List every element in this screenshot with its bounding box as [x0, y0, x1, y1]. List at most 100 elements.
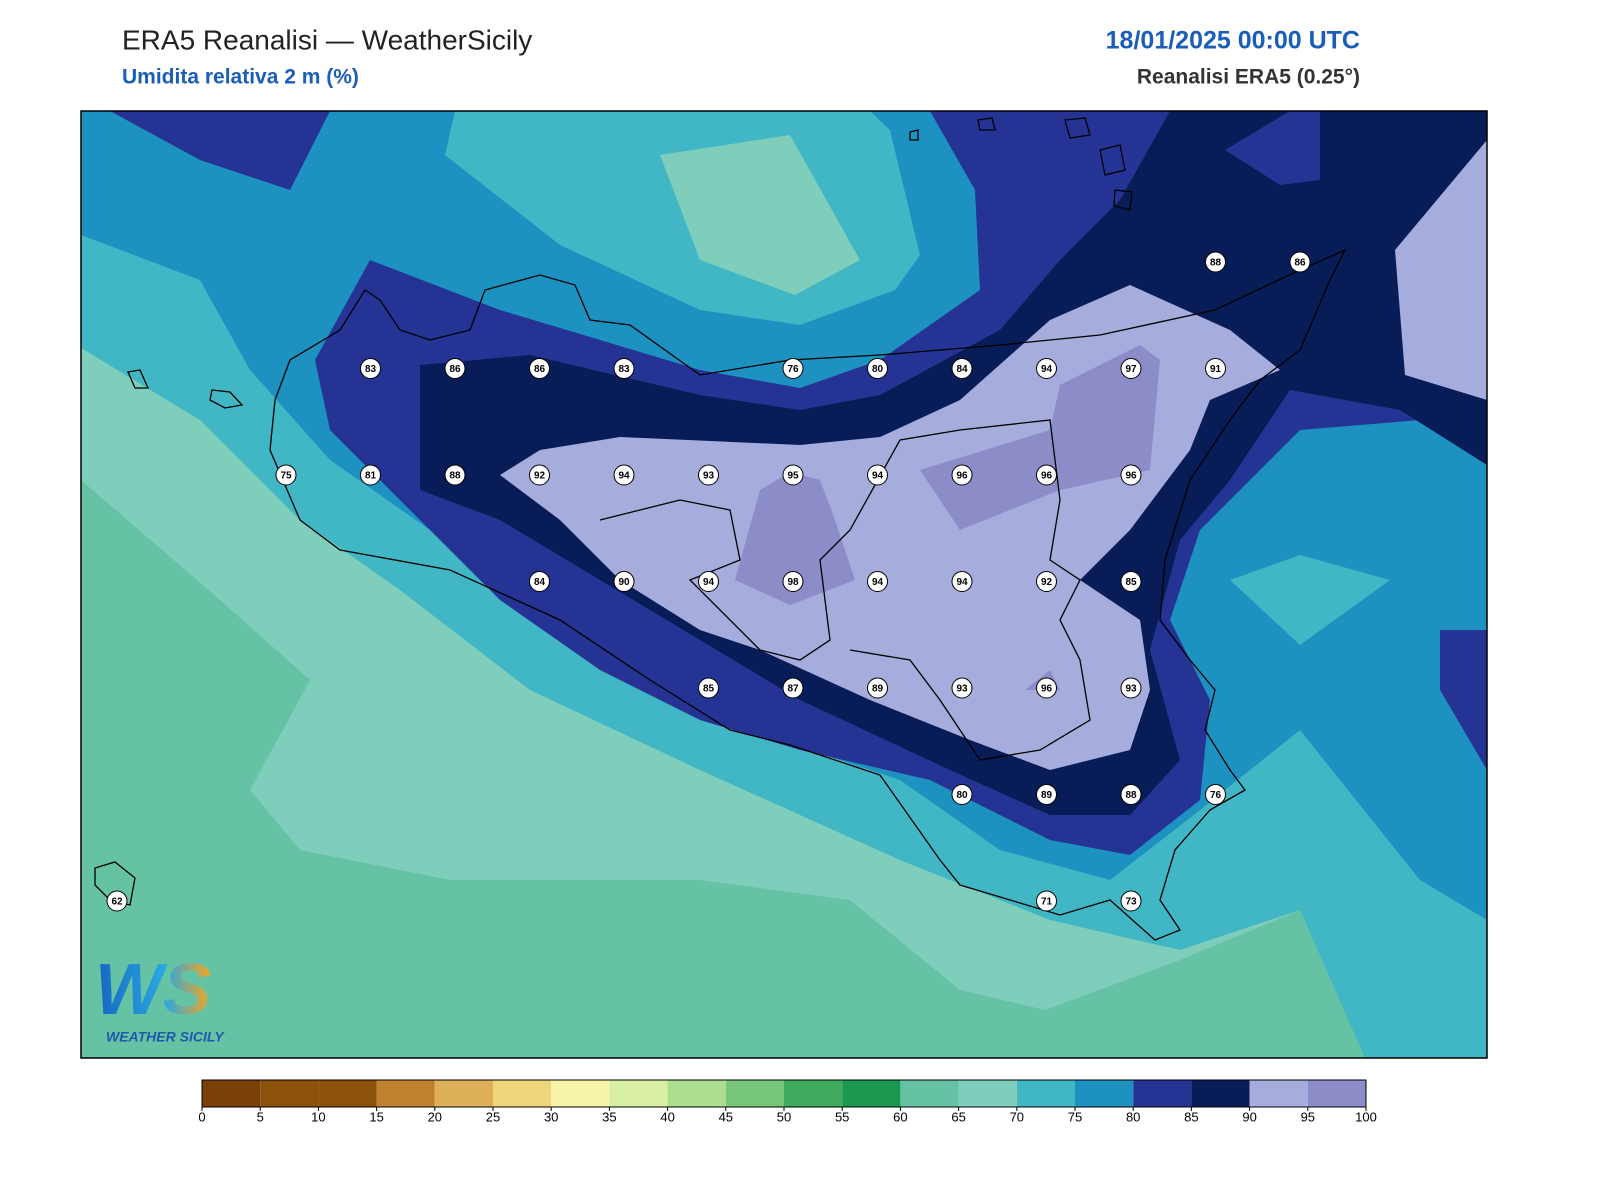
station-marker	[1289, 251, 1311, 273]
colorbar-label: 60	[893, 1109, 907, 1124]
contour-fill	[1395, 140, 1487, 400]
station-marker	[444, 358, 466, 379]
station-marker	[529, 571, 550, 592]
station-value: 84	[956, 364, 968, 375]
colorbar-label: 45	[719, 1109, 733, 1124]
station-marker	[782, 464, 804, 486]
colorbar-bin	[1307, 1080, 1366, 1107]
station-marker	[275, 464, 297, 486]
colorbar-bin	[202, 1080, 261, 1107]
station-marker	[867, 571, 888, 592]
station-value: 87	[787, 684, 799, 695]
station-value: 93	[703, 471, 715, 482]
colorbar-bin	[667, 1080, 726, 1107]
colorbar-label: 95	[1301, 1109, 1315, 1124]
station-marker	[1120, 571, 1142, 592]
colorbar-label: 25	[486, 1109, 500, 1124]
station-marker	[444, 464, 466, 486]
colorbar-bin	[318, 1080, 377, 1107]
colorbar-bin	[551, 1080, 610, 1107]
station-value: 96	[1041, 471, 1053, 482]
station-value: 85	[703, 684, 715, 695]
station-value: 92	[534, 471, 546, 482]
colorbar: 0 5 10 15 20 25 30 35 40 45 50 55 60 65 70 75 80 85 90 95 10…	[198, 1079, 1377, 1124]
colorbar-bin	[434, 1080, 493, 1107]
coastline	[269, 248, 1347, 941]
station-value: 62	[111, 897, 123, 908]
station-value: 89	[872, 684, 884, 695]
contour-fill	[1225, 111, 1320, 185]
stations: 88 86 83 86 86 83 76 80 84 94 97 91 75 81 88 92 94 93 95 94…	[106, 251, 1311, 912]
station-value: 95	[787, 471, 799, 482]
contour-fill	[1230, 555, 1390, 645]
logo-mark: WS	[95, 950, 211, 1030]
contour-fill	[110, 111, 330, 190]
colorbar-label: 35	[602, 1109, 616, 1124]
datetime: 18/01/2025 00:00 UTC	[1106, 27, 1360, 55]
station-value: 75	[280, 471, 292, 482]
station-value: 84	[534, 577, 546, 588]
station-marker	[613, 571, 635, 592]
station-marker	[951, 677, 973, 699]
source: Reanalisi ERA5 (0.25°)	[1137, 66, 1360, 89]
colorbar-label: 75	[1068, 1109, 1082, 1124]
contour-fill	[920, 345, 1160, 530]
station-marker	[1120, 890, 1142, 912]
colorbar-bin	[784, 1080, 843, 1107]
colorbar-label: 20	[428, 1109, 442, 1124]
station-value: 85	[1125, 577, 1137, 588]
station-value: 76	[1210, 790, 1222, 801]
station-value: 88	[1210, 258, 1222, 269]
logo-tagline: WEATHER SICILY	[106, 1029, 225, 1045]
station-marker	[1120, 358, 1142, 379]
colorbar-bin	[1075, 1080, 1134, 1107]
station-marker	[1120, 784, 1142, 805]
contour-fill	[1440, 630, 1487, 770]
station-marker	[867, 677, 888, 699]
station-value: 88	[1125, 790, 1137, 801]
station-marker	[782, 571, 804, 592]
colorbar-label: 90	[1242, 1109, 1256, 1124]
station-marker	[360, 358, 381, 379]
colorbar-bin	[725, 1080, 784, 1107]
station-value: 93	[956, 684, 968, 695]
colorbar-label: 40	[660, 1109, 674, 1124]
colorbar-label: 70	[1010, 1109, 1024, 1124]
station-marker	[1120, 677, 1142, 699]
region-border	[599, 419, 1091, 761]
colorbar-bin	[1133, 1080, 1192, 1107]
station-marker	[1120, 464, 1142, 486]
station-value: 94	[703, 577, 715, 588]
colorbar-label: 55	[835, 1109, 849, 1124]
station-value: 96	[1125, 471, 1137, 482]
station-value: 80	[872, 364, 884, 375]
station-marker	[529, 358, 550, 379]
station-value: 73	[1125, 897, 1137, 908]
colorbar-bin	[609, 1080, 668, 1107]
station-value: 93	[1125, 684, 1137, 695]
station-value: 90	[618, 577, 630, 588]
station-value: 89	[1041, 790, 1053, 801]
station-value: 86	[534, 364, 546, 375]
station-marker	[698, 571, 719, 592]
subtitle: Umidita relativa 2 m (%)	[122, 66, 359, 89]
station-value: 83	[618, 364, 630, 375]
map-area: WS WEATHER SICILY 88 86 83 86 86 83 76 80 84 94 97…	[81, 111, 1487, 1058]
colorbar-label: 30	[544, 1109, 558, 1124]
station-value: 81	[365, 471, 377, 482]
station-value: 94	[956, 577, 968, 588]
colorbar-bin	[493, 1080, 552, 1107]
station-value: 97	[1125, 364, 1137, 375]
colorbar-label: 50	[777, 1109, 791, 1124]
station-value: 94	[872, 577, 884, 588]
station-marker	[529, 464, 550, 486]
station-marker	[1036, 358, 1057, 379]
colorbar-bin	[958, 1080, 1017, 1107]
station-marker	[782, 358, 804, 379]
station-marker	[951, 464, 973, 486]
station-marker	[1205, 251, 1226, 273]
station-marker	[613, 358, 635, 379]
colorbar-label: 15	[369, 1109, 383, 1124]
logo: WS WEATHER SICILY	[95, 950, 225, 1045]
